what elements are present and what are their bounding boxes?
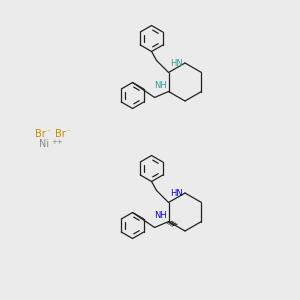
Text: Ni: Ni	[39, 139, 49, 149]
Text: NH: NH	[154, 211, 167, 220]
Text: HN: HN	[170, 190, 183, 199]
Text: Br: Br	[55, 129, 66, 139]
Text: ++: ++	[51, 139, 63, 145]
Text: ⁻: ⁻	[67, 129, 71, 135]
Text: HN: HN	[170, 59, 183, 68]
Text: NH: NH	[154, 80, 167, 89]
Text: Br: Br	[35, 129, 46, 139]
Text: ⁻: ⁻	[47, 129, 51, 135]
